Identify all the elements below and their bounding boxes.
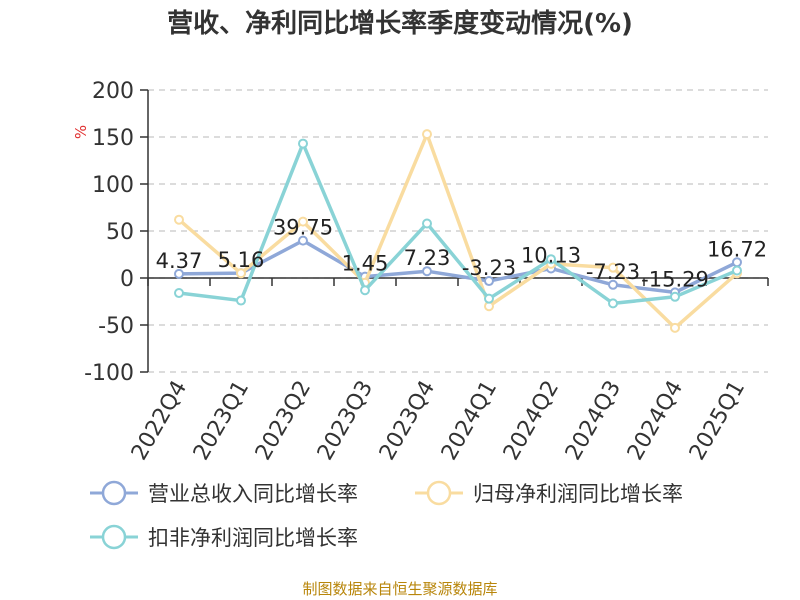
data-label: 4.37 bbox=[156, 249, 203, 273]
x-tick-label: 2024Q1 bbox=[437, 377, 502, 465]
series-line bbox=[177, 132, 739, 330]
y-tick-label: 50 bbox=[106, 220, 134, 245]
series-0 bbox=[174, 235, 742, 298]
legend-marker-icon bbox=[101, 480, 127, 506]
data-point[interactable] bbox=[608, 298, 618, 309]
legend-label: 营业总收入同比增长率 bbox=[148, 482, 358, 506]
data-point[interactable] bbox=[670, 291, 680, 302]
x-tick-label: 2024Q2 bbox=[499, 377, 564, 465]
source-note: 制图数据来自恒生聚源数据库 bbox=[302, 580, 497, 598]
data-point[interactable] bbox=[484, 276, 494, 287]
chart-title: 营收、净利同比增长率季度变动情况(%) bbox=[167, 8, 633, 39]
y-tick-label: -50 bbox=[98, 314, 134, 339]
x-tick-label: 2023Q3 bbox=[313, 377, 378, 465]
data-label: 39.75 bbox=[273, 216, 333, 240]
series-2 bbox=[174, 138, 742, 309]
data-label: 5.16 bbox=[218, 248, 265, 272]
data-label: 10.13 bbox=[521, 243, 581, 267]
x-tick-label: 2023Q1 bbox=[189, 377, 254, 465]
data-point[interactable] bbox=[546, 254, 556, 265]
y-tick-label: 200 bbox=[92, 79, 134, 104]
data-point[interactable] bbox=[298, 235, 308, 246]
y-tick-label: -100 bbox=[84, 361, 134, 386]
data-point[interactable] bbox=[236, 295, 246, 306]
series-lines bbox=[174, 129, 742, 333]
data-point[interactable] bbox=[608, 262, 618, 273]
x-tick-label: 2023Q2 bbox=[251, 377, 316, 465]
data-label: -7.23 bbox=[586, 260, 640, 284]
x-tick-label: 2024Q3 bbox=[561, 377, 626, 465]
data-point[interactable] bbox=[422, 218, 432, 229]
legend-label: 扣非净利润同比增长率 bbox=[148, 526, 358, 550]
data-point[interactable] bbox=[298, 138, 308, 149]
legend-label: 归母净利润同比增长率 bbox=[473, 482, 683, 506]
y-tick-label: 100 bbox=[92, 173, 134, 198]
data-point[interactable] bbox=[236, 268, 246, 279]
legend-item-1[interactable]: 归母净利润同比增长率 bbox=[415, 480, 683, 506]
data-point[interactable] bbox=[670, 322, 680, 333]
data-point[interactable] bbox=[422, 129, 432, 140]
data-point[interactable] bbox=[174, 268, 184, 279]
series-line bbox=[177, 238, 739, 295]
series-1 bbox=[174, 129, 742, 333]
legend-item-0[interactable]: 营业总收入同比增长率 bbox=[90, 480, 358, 506]
data-point[interactable] bbox=[484, 293, 494, 304]
x-tick-label: 2022Q4 bbox=[127, 377, 192, 465]
data-label: 1.45 bbox=[342, 252, 389, 276]
data-label: 16.72 bbox=[707, 237, 767, 261]
data-label: 7.23 bbox=[404, 246, 451, 270]
data-point[interactable] bbox=[298, 216, 308, 227]
data-point[interactable] bbox=[732, 265, 742, 276]
data-point[interactable] bbox=[360, 285, 370, 296]
y-axis-unit: % bbox=[72, 125, 90, 139]
x-tick-label: 2023Q4 bbox=[375, 377, 440, 465]
data-label: -15.29 bbox=[641, 267, 709, 291]
x-tick-label: 2024Q4 bbox=[623, 377, 688, 465]
data-label: -3.23 bbox=[462, 256, 516, 280]
y-tick-label: 150 bbox=[92, 126, 134, 151]
x-tick-label: 2025Q1 bbox=[685, 377, 750, 465]
legend-item-2[interactable]: 扣非净利润同比增长率 bbox=[90, 524, 358, 550]
data-point[interactable] bbox=[174, 288, 184, 299]
data-point[interactable] bbox=[174, 214, 184, 225]
legend-marker-icon bbox=[101, 524, 127, 550]
series-line bbox=[177, 141, 739, 306]
y-tick-label: 0 bbox=[120, 267, 134, 292]
data-point[interactable] bbox=[422, 266, 432, 277]
legend-marker-icon bbox=[426, 480, 452, 506]
data-point[interactable] bbox=[608, 279, 618, 290]
